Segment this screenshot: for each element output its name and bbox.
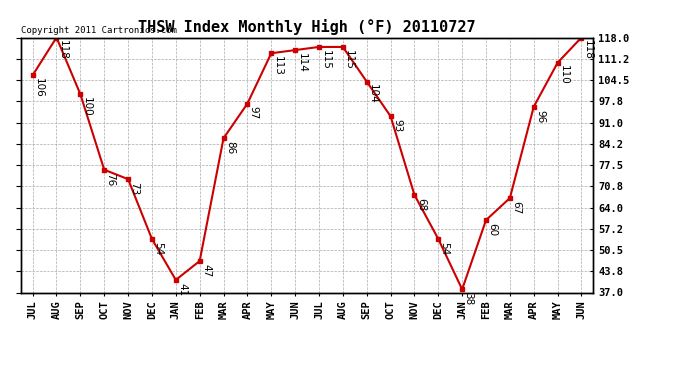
Text: 115: 115 (320, 50, 331, 70)
Text: 41: 41 (177, 283, 187, 296)
Text: Copyright 2011 Cartronics.com: Copyright 2011 Cartronics.com (21, 26, 177, 35)
Text: 47: 47 (201, 264, 211, 277)
Text: 114: 114 (297, 53, 306, 73)
Text: 60: 60 (487, 223, 497, 236)
Text: 113: 113 (273, 56, 283, 76)
Text: 54: 54 (440, 242, 450, 255)
Title: THSW Index Monthly High (°F) 20110727: THSW Index Monthly High (°F) 20110727 (138, 19, 476, 35)
Text: 96: 96 (535, 110, 545, 123)
Text: 106: 106 (34, 78, 44, 98)
Text: 86: 86 (225, 141, 235, 154)
Text: 73: 73 (130, 182, 139, 195)
Text: 100: 100 (81, 97, 92, 117)
Text: 110: 110 (559, 66, 569, 85)
Text: 68: 68 (416, 198, 426, 211)
Text: 38: 38 (464, 292, 473, 305)
Text: 118: 118 (583, 40, 593, 60)
Text: 118: 118 (58, 40, 68, 60)
Text: 67: 67 (511, 201, 521, 214)
Text: 115: 115 (344, 50, 354, 70)
Text: 104: 104 (368, 84, 378, 104)
Text: 76: 76 (106, 172, 116, 186)
Text: 93: 93 (392, 119, 402, 132)
Text: 54: 54 (153, 242, 164, 255)
Text: 97: 97 (249, 106, 259, 120)
